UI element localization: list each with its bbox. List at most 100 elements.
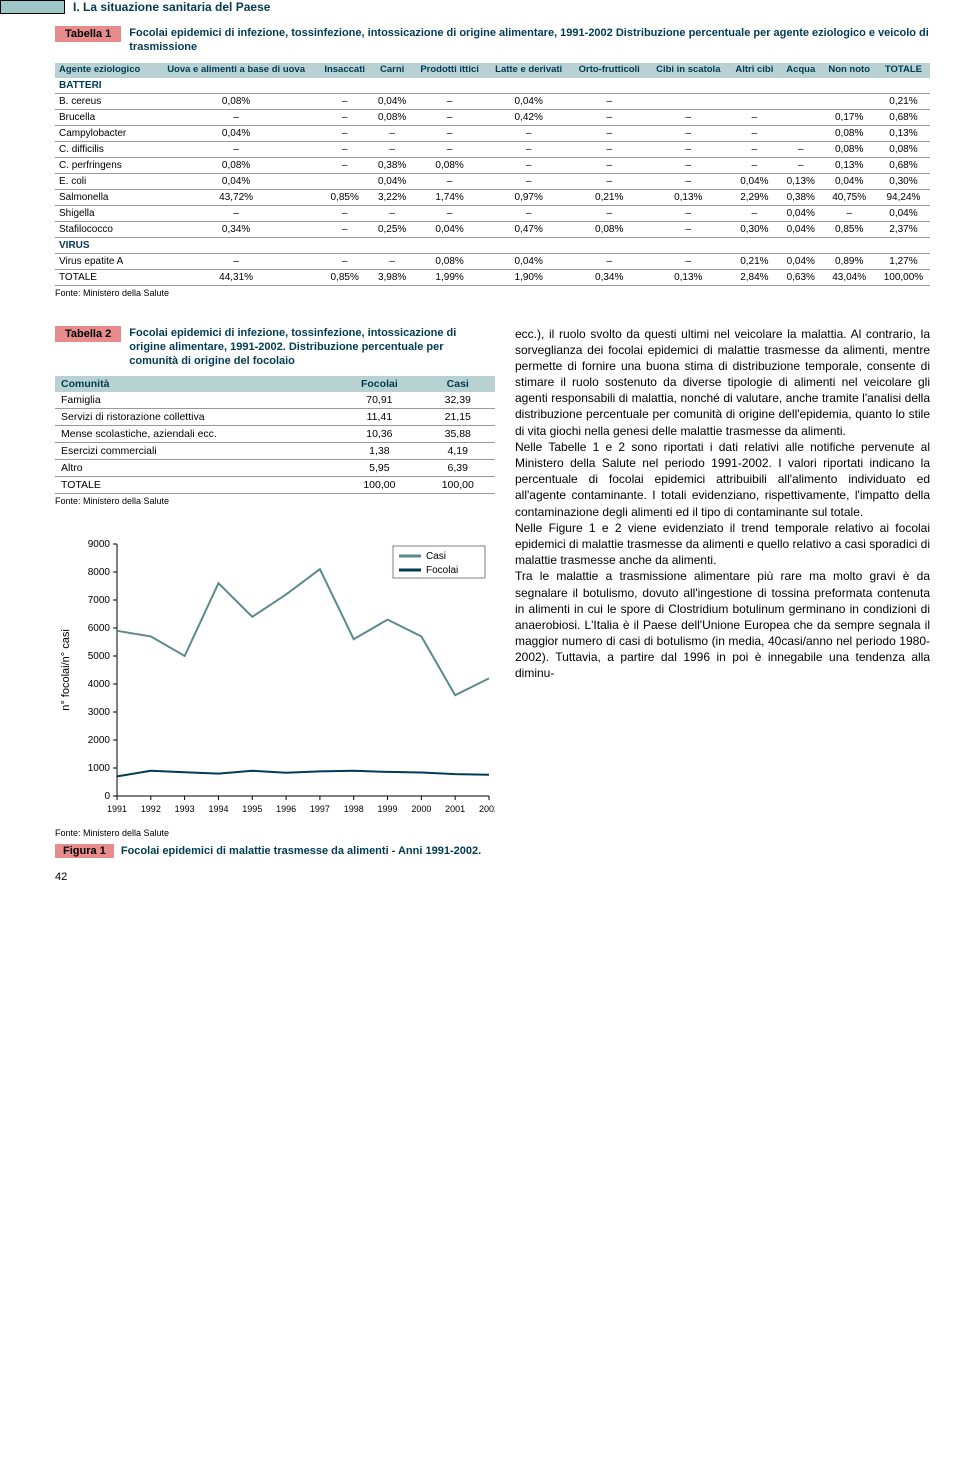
table1-cell: 0,13% bbox=[648, 189, 729, 205]
table1-cell: 0,68% bbox=[877, 157, 930, 173]
table1-cell: – bbox=[648, 157, 729, 173]
table1-cell: – bbox=[780, 157, 821, 173]
table1-cell: – bbox=[729, 205, 780, 221]
table2-cell: 70,91 bbox=[338, 392, 420, 409]
table1-cell bbox=[821, 93, 876, 109]
table1-cell: TOTALE bbox=[55, 269, 155, 285]
table1-cell: – bbox=[412, 125, 486, 141]
table1-cell: Brucella bbox=[55, 109, 155, 125]
table1-cell: – bbox=[318, 141, 372, 157]
table1-cell: 0,42% bbox=[487, 109, 571, 125]
table1-cell: – bbox=[412, 173, 486, 189]
table1-cell: 0,13% bbox=[821, 157, 876, 173]
table1-cell: 2,84% bbox=[729, 269, 780, 285]
svg-text:1993: 1993 bbox=[175, 804, 195, 814]
table1-cell: 0,04% bbox=[821, 173, 876, 189]
table1-cell: 0,85% bbox=[318, 269, 372, 285]
table1-cell bbox=[780, 93, 821, 109]
table2-label: Tabella 2 bbox=[55, 326, 121, 342]
svg-text:n° focolai/n° casi: n° focolai/n° casi bbox=[60, 630, 72, 712]
svg-text:2002: 2002 bbox=[479, 804, 495, 814]
table1-cell: – bbox=[571, 157, 648, 173]
table1-cell: – bbox=[729, 109, 780, 125]
table2-cell: Mense scolastiche, aziendali ecc. bbox=[55, 426, 338, 443]
table1-cell: – bbox=[318, 93, 372, 109]
svg-text:1998: 1998 bbox=[344, 804, 364, 814]
table1-cell: – bbox=[571, 173, 648, 189]
table1-cell: – bbox=[729, 125, 780, 141]
header-swatch bbox=[0, 0, 65, 14]
table1: Agente eziologicoUova e alimenti a base … bbox=[55, 63, 930, 286]
table1-cell: – bbox=[318, 109, 372, 125]
svg-text:7000: 7000 bbox=[88, 595, 111, 606]
table1-cell: – bbox=[729, 157, 780, 173]
table1-cell: E. coli bbox=[55, 173, 155, 189]
table1-cell: 100,00% bbox=[877, 269, 930, 285]
table1-cell: 0,08% bbox=[155, 93, 318, 109]
svg-text:2001: 2001 bbox=[445, 804, 465, 814]
table1-cell: 43,04% bbox=[821, 269, 876, 285]
table1-cell: – bbox=[571, 125, 648, 141]
table1-cell: – bbox=[648, 221, 729, 237]
table1-cell: 1,99% bbox=[412, 269, 486, 285]
table1-cell: 0,47% bbox=[487, 221, 571, 237]
table1-cell: – bbox=[155, 253, 318, 269]
table1-cell: – bbox=[372, 125, 413, 141]
table2-cell: 21,15 bbox=[421, 409, 495, 426]
svg-text:3000: 3000 bbox=[88, 707, 111, 718]
svg-text:1996: 1996 bbox=[276, 804, 296, 814]
table1-col-header: Prodotti ittici bbox=[412, 63, 486, 78]
table1-cell: 0,85% bbox=[821, 221, 876, 237]
svg-text:2000: 2000 bbox=[88, 735, 111, 746]
table1-cell: 0,30% bbox=[877, 173, 930, 189]
table1-cell: 0,08% bbox=[372, 109, 413, 125]
table1-col-header: Altri cibi bbox=[729, 63, 780, 78]
table1-cell: – bbox=[487, 125, 571, 141]
table1-cell: – bbox=[648, 205, 729, 221]
table1-cell: 0,08% bbox=[155, 157, 318, 173]
svg-text:1999: 1999 bbox=[378, 804, 398, 814]
table1-cell: – bbox=[571, 253, 648, 269]
table1-cell: 0,30% bbox=[729, 221, 780, 237]
table1-cell: 0,21% bbox=[571, 189, 648, 205]
table2-cell: 6,39 bbox=[421, 460, 495, 477]
table1-cell: 0,04% bbox=[487, 253, 571, 269]
table1-cell: 1,90% bbox=[487, 269, 571, 285]
table1-cell: 0,34% bbox=[571, 269, 648, 285]
svg-text:Focolai: Focolai bbox=[426, 565, 458, 576]
table1-cell: 0,13% bbox=[780, 173, 821, 189]
svg-text:6000: 6000 bbox=[88, 623, 111, 634]
svg-text:Casi: Casi bbox=[426, 551, 446, 562]
table1-cell: – bbox=[412, 205, 486, 221]
table1-col-header: Non noto bbox=[821, 63, 876, 78]
table1-cell: 2,37% bbox=[877, 221, 930, 237]
table1-cell: 0,04% bbox=[877, 205, 930, 221]
table1-cell: 0,04% bbox=[155, 173, 318, 189]
table1-cell: 0,97% bbox=[487, 189, 571, 205]
table1-section-label: BATTERI bbox=[55, 78, 930, 94]
table2-header: Tabella 2 Focolai epidemici di infezione… bbox=[55, 326, 495, 369]
table1-cell: Virus epatite A bbox=[55, 253, 155, 269]
table2-cell: 1,38 bbox=[338, 443, 420, 460]
table1-cell: 1,74% bbox=[412, 189, 486, 205]
table1-cell: – bbox=[487, 157, 571, 173]
table2-col-header: Comunità bbox=[55, 376, 338, 392]
table1-cell: – bbox=[318, 253, 372, 269]
table1-cell: 0,13% bbox=[648, 269, 729, 285]
table1-cell: 0,08% bbox=[412, 157, 486, 173]
table1-title: Focolai epidemici di infezione, tossinfe… bbox=[129, 26, 930, 55]
table2: ComunitàFocolaiCasi Famiglia70,9132,39Se… bbox=[55, 376, 495, 494]
table1-cell: 0,04% bbox=[155, 125, 318, 141]
table1-cell: – bbox=[571, 109, 648, 125]
table1-cell: – bbox=[648, 125, 729, 141]
table2-cell: Servizi di ristorazione collettiva bbox=[55, 409, 338, 426]
table1-cell: – bbox=[487, 173, 571, 189]
table2-cell: 100,00 bbox=[338, 477, 420, 494]
table1-col-header: Uova e alimenti a base di uova bbox=[155, 63, 318, 78]
table1-cell: 0,63% bbox=[780, 269, 821, 285]
table1-cell: 94,24% bbox=[877, 189, 930, 205]
table1-cell: 0,04% bbox=[780, 253, 821, 269]
table1-cell: 0,89% bbox=[821, 253, 876, 269]
table1-cell: 0,04% bbox=[372, 93, 413, 109]
svg-text:8000: 8000 bbox=[88, 567, 111, 578]
